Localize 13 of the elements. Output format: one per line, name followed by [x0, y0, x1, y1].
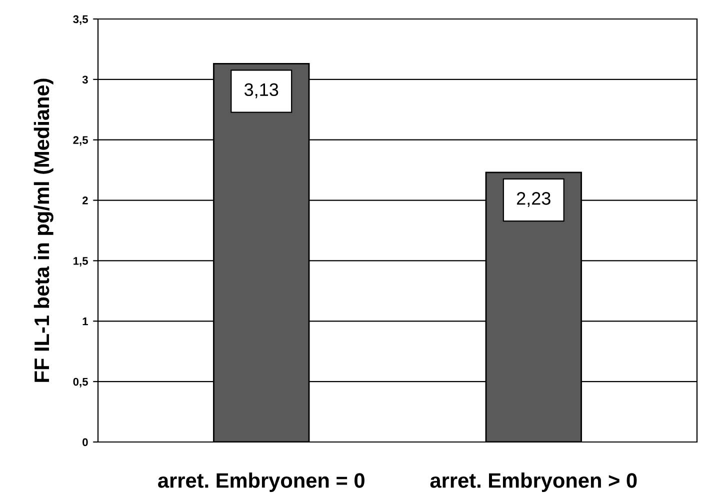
y-tick-label: 3,5: [73, 15, 88, 25]
y-tick-label: 2,5: [73, 136, 88, 146]
y-tick-label: 0,5: [73, 378, 88, 388]
y-tick-label: 1: [82, 318, 88, 326]
y-tick-label: 0: [82, 438, 88, 446]
x-tick-label: arret. Embryonen > 0: [430, 472, 637, 492]
data-label: 2,23: [516, 192, 550, 207]
y-tick-label: 1,5: [74, 257, 88, 266]
data-label: 3,13: [244, 83, 278, 98]
y-tick-label: 3: [82, 76, 88, 84]
x-tick-label: arret. Embryonen = 0: [158, 472, 364, 492]
y-axis-title: FF IL-1 beta in pg/ml (Mediane): [34, 78, 54, 382]
y-tick-label: 2: [82, 196, 88, 204]
